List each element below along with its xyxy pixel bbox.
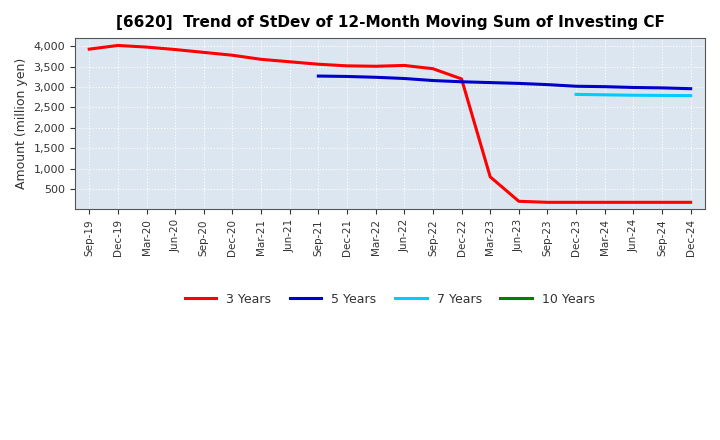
- 3 Years: [171, 47, 179, 52]
- 3 Years: [428, 66, 437, 71]
- 3 Years: [629, 200, 638, 205]
- 3 Years: [343, 63, 351, 69]
- 3 Years: [85, 47, 94, 52]
- 5 Years: [629, 85, 638, 90]
- 7 Years: [657, 93, 666, 98]
- 3 Years: [314, 62, 323, 67]
- 3 Years: [400, 63, 408, 68]
- 7 Years: [629, 92, 638, 98]
- 3 Years: [372, 64, 380, 69]
- 3 Years: [114, 43, 122, 48]
- 3 Years: [600, 200, 609, 205]
- 5 Years: [314, 73, 323, 79]
- 3 Years: [199, 50, 208, 55]
- 5 Years: [600, 84, 609, 89]
- 5 Years: [543, 82, 552, 87]
- 5 Years: [428, 78, 437, 83]
- 5 Years: [457, 79, 466, 84]
- 3 Years: [543, 200, 552, 205]
- 3 Years: [657, 200, 666, 205]
- Title: [6620]  Trend of StDev of 12-Month Moving Sum of Investing CF: [6620] Trend of StDev of 12-Month Moving…: [115, 15, 665, 30]
- Y-axis label: Amount (million yen): Amount (million yen): [15, 58, 28, 189]
- 5 Years: [343, 74, 351, 79]
- 7 Years: [600, 92, 609, 97]
- 3 Years: [257, 57, 266, 62]
- Legend: 3 Years, 5 Years, 7 Years, 10 Years: 3 Years, 5 Years, 7 Years, 10 Years: [180, 288, 600, 311]
- 7 Years: [572, 92, 580, 97]
- 3 Years: [686, 200, 695, 205]
- 5 Years: [372, 75, 380, 80]
- 5 Years: [657, 85, 666, 91]
- 3 Years: [142, 44, 150, 50]
- 3 Years: [228, 53, 237, 58]
- 3 Years: [285, 59, 294, 64]
- 3 Years: [572, 200, 580, 205]
- 5 Years: [400, 76, 408, 81]
- Line: 3 Years: 3 Years: [89, 45, 690, 202]
- 5 Years: [486, 80, 495, 85]
- 5 Years: [572, 84, 580, 89]
- 5 Years: [686, 86, 695, 92]
- 3 Years: [486, 174, 495, 180]
- 7 Years: [686, 93, 695, 98]
- 5 Years: [515, 81, 523, 86]
- 3 Years: [515, 198, 523, 204]
- Line: 5 Years: 5 Years: [318, 76, 690, 89]
- 3 Years: [457, 76, 466, 81]
